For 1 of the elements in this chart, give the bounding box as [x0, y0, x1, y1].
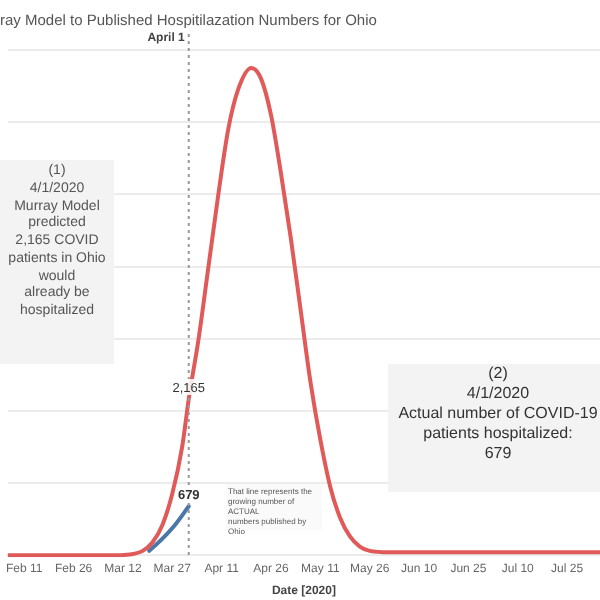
note-box: (2) 4/1/2020 Actual number of COVID-19 patients hospitalized: 679	[388, 364, 600, 492]
